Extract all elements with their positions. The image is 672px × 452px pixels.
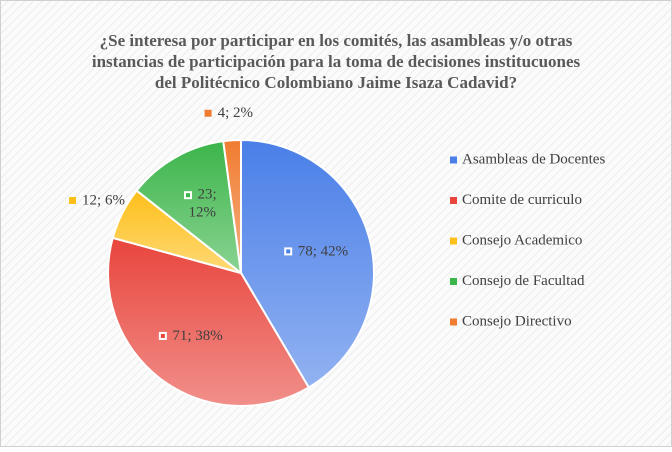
label-marker (69, 197, 77, 205)
pie-slice (240, 138, 375, 389)
legend-label: Consejo Academico (462, 232, 582, 248)
data-label: 4; 2% (218, 105, 253, 121)
label-marker (204, 109, 212, 117)
label-marker-inner (286, 249, 291, 254)
legend-marker (450, 156, 457, 164)
chart-title: del Politécnico Colombiano Jaime Isaza C… (155, 73, 517, 92)
pie-slice (222, 138, 242, 274)
legend-marker (450, 197, 457, 204)
legend-marker (450, 318, 457, 326)
chart-title: instancias de participación para la toma… (92, 52, 581, 71)
data-label: 71; 38% (172, 328, 222, 344)
data-label: 78; 42% (298, 243, 348, 259)
chart-title: ¿Se interesa por participar en los comit… (100, 31, 573, 50)
legend-marker (450, 237, 457, 245)
legend-label: Consejo Directivo (462, 313, 572, 329)
legend-label: Comite de curriculo (462, 192, 582, 208)
label-marker-inner (160, 333, 165, 338)
pie-slice (135, 140, 243, 276)
legend-marker (450, 278, 457, 285)
data-label: 23; 12% (188, 187, 216, 221)
label-marker-inner (185, 193, 190, 198)
legend-label: Consejo de Facultad (462, 273, 585, 289)
legend-label: Asambleas de Docentes (462, 151, 605, 167)
data-label: 12; 6% (82, 192, 125, 208)
pie-slice (107, 236, 311, 407)
